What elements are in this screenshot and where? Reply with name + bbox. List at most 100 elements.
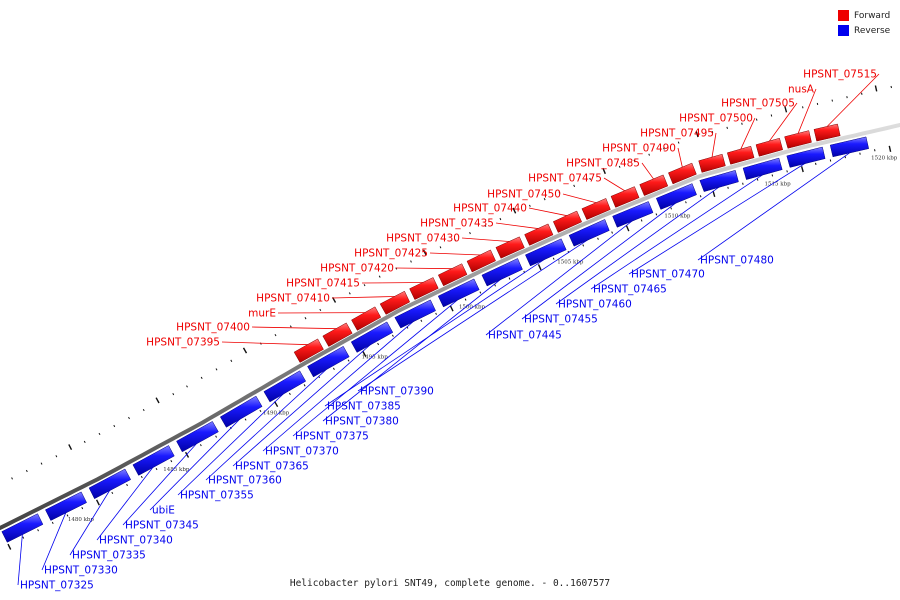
- major-tick: [449, 305, 454, 312]
- minor-tick: [670, 207, 672, 210]
- leader-hpsnt-07360: [205, 367, 329, 481]
- gene-block-hpsnt-07430: [495, 236, 525, 259]
- minor-tick: [25, 469, 28, 473]
- gene-block-hpsnt-07445: [612, 201, 654, 228]
- minor-tick: [484, 224, 487, 227]
- minor-tick: [727, 186, 729, 189]
- minor-tick: [861, 92, 863, 95]
- gene-label-hpsnt-07440: HPSNT_07440: [453, 203, 527, 215]
- gene-block-hpsnt-07480: [829, 136, 869, 158]
- gene-label-hpsnt-07385: HPSNT_07385: [327, 401, 401, 413]
- minor-tick: [347, 359, 350, 362]
- gene-label-hpsnt-07500: HPSNT_07500: [679, 113, 753, 125]
- minor-tick: [98, 432, 101, 436]
- gene-label-hpsnt-07415: HPSNT_07415: [286, 278, 360, 290]
- leader-hpsnt-07395: [221, 341, 309, 346]
- gene-label-mure: murE: [248, 308, 276, 320]
- minor-tick: [332, 367, 335, 370]
- gene-label-hpsnt-07455: HPSNT_07455: [524, 314, 598, 326]
- legend: Forward Reverse: [838, 8, 890, 38]
- minor-tick: [11, 477, 13, 480]
- gene-block-ubie: [219, 395, 263, 428]
- leader-hpsnt-07475: [603, 177, 626, 192]
- leader-hpsnt-07490: [677, 147, 683, 168]
- leader-hpsnt-07355: [177, 392, 286, 496]
- gene-label-hpsnt-07365: HPSNT_07365: [235, 461, 309, 473]
- gene-block-hpsnt-07495: [698, 153, 726, 173]
- major-tick: [273, 401, 279, 408]
- leader-hpsnt-07390: [357, 238, 590, 392]
- leader-hpsnt-07425: [429, 252, 482, 256]
- gene-label-hpsnt-07395: HPSNT_07395: [146, 337, 220, 349]
- axis-label-1480-kbp: 1480 kbp: [68, 517, 95, 523]
- leader-hpsnt-07375: [292, 298, 459, 437]
- map-caption: Helicobacter pylori SNT49, complete geno…: [289, 578, 611, 589]
- leader-hpsnt-07385: [324, 258, 547, 407]
- leader-hpsnt-07455: [521, 202, 677, 320]
- leader-hpsnt-07380: [322, 277, 503, 422]
- gene-label-hpsnt-07345: HPSNT_07345: [125, 520, 199, 532]
- major-tick: [874, 85, 878, 92]
- minor-tick: [711, 130, 714, 134]
- minor-tick: [111, 491, 114, 495]
- axis-label-1520-kbp: 1520 kbp: [871, 155, 898, 161]
- minor-tick: [699, 195, 702, 198]
- minor-tick: [126, 483, 128, 487]
- gene-block-hpsnt-07440: [552, 210, 583, 233]
- gene-block-hpsnt-07400: [322, 322, 353, 347]
- leader-hpsnt-07330: [41, 512, 67, 571]
- leader-hpsnt-07420: [395, 267, 453, 270]
- minor-tick: [81, 506, 84, 510]
- major-tick: [625, 225, 630, 232]
- gene-label-hpsnt-07465: HPSNT_07465: [593, 284, 667, 296]
- minor-tick: [66, 514, 69, 517]
- gene-label-hpsnt-07485: HPSNT_07485: [566, 158, 640, 170]
- minor-tick: [529, 204, 531, 207]
- minor-tick: [648, 153, 650, 156]
- major-tick: [155, 397, 160, 404]
- gene-block-hpsnt-07470: [786, 146, 826, 168]
- gene-block-hpsnt-07375: [437, 278, 480, 308]
- gene-label-nusa: nusA: [788, 84, 815, 96]
- minor-tick: [597, 237, 599, 240]
- gene-label-hpsnt-07475: HPSNT_07475: [528, 173, 602, 185]
- minor-tick: [611, 231, 613, 234]
- gene-block-hpsnt-07460: [699, 169, 739, 192]
- gene-block-hpsnt-07505: [755, 137, 784, 157]
- gene-block-hpsnt-07435: [524, 223, 554, 246]
- minor-tick: [640, 219, 643, 222]
- gene-block-hpsnt-07425: [466, 249, 496, 273]
- major-tick: [602, 167, 606, 175]
- gene-label-hpsnt-07410: HPSNT_07410: [256, 293, 330, 305]
- minor-tick: [633, 159, 636, 162]
- gene-block-hpsnt-07450: [581, 198, 611, 220]
- leader-hpsnt-07340: [96, 466, 154, 541]
- minor-tick: [128, 416, 130, 420]
- minor-tick: [742, 182, 744, 185]
- minor-tick: [543, 197, 546, 201]
- leader-hpsnt-07370: [262, 319, 416, 452]
- gene-label-hpsnt-07450: HPSNT_07450: [487, 189, 561, 201]
- gene-label-hpsnt-07375: HPSNT_07375: [295, 431, 369, 443]
- minor-tick: [363, 284, 366, 287]
- minor-tick: [348, 292, 351, 295]
- major-tick: [695, 131, 699, 138]
- minor-tick: [815, 162, 817, 166]
- major-tick: [362, 351, 367, 357]
- major-tick: [422, 249, 427, 256]
- minor-tick: [200, 376, 203, 380]
- minor-tick: [420, 319, 423, 322]
- gene-label-hpsnt-07430: HPSNT_07430: [386, 233, 460, 245]
- leader-hpsnt-07495: [711, 132, 717, 158]
- leader-hpsnt-07450: [562, 193, 597, 204]
- minor-tick: [391, 334, 394, 337]
- leader-hpsnt-07325: [17, 533, 23, 586]
- gene-block-hpsnt-07475: [610, 186, 640, 208]
- minor-tick: [755, 118, 758, 121]
- minor-tick: [756, 178, 759, 181]
- minor-tick: [172, 392, 175, 396]
- gene-label-hpsnt-07460: HPSNT_07460: [558, 299, 632, 311]
- gene-label-hpsnt-07435: HPSNT_07435: [420, 218, 494, 230]
- major-tick: [95, 499, 100, 506]
- major-tick: [242, 347, 248, 354]
